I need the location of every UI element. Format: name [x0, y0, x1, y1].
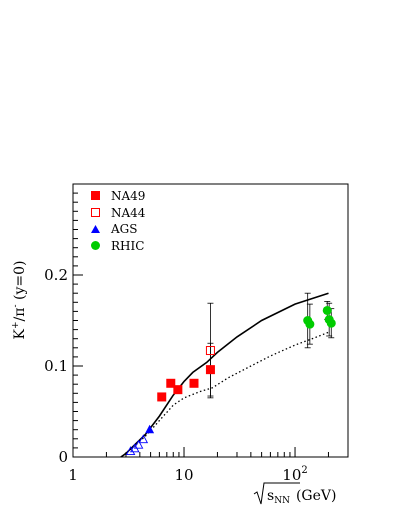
data-point-na49: [189, 378, 199, 388]
data-point-rhic: [326, 318, 336, 328]
data-point-ags-open: [133, 439, 144, 449]
legend-marker-na44: [91, 208, 100, 217]
y-tick-label: 0: [58, 448, 68, 466]
data-point-na44: [205, 346, 215, 356]
x-tick-label: 102: [282, 465, 307, 484]
data-point-ags-open: [125, 446, 136, 455]
data-point-na49: [166, 378, 176, 388]
data-point-na49: [173, 385, 183, 395]
data-point-ags-open: [138, 434, 149, 444]
data-point-na49: [157, 392, 167, 402]
y-tick-label: 0.1: [44, 357, 68, 375]
data-markers: [125, 305, 336, 455]
svg-text:sNN(GeV): sNN (GeV): [267, 488, 336, 506]
data-point-ags: [145, 424, 155, 434]
dotted-model-curve: [120, 331, 329, 458]
x-tick-label: 10: [174, 466, 193, 484]
legend-label-rhic: RHIC: [111, 239, 144, 253]
legend-label-ags: AGS: [110, 222, 137, 236]
x-tick-label: 1: [68, 466, 78, 484]
data-point-na49: [205, 365, 215, 375]
legend-marker-rhic: [91, 241, 100, 250]
data-point-rhic: [322, 305, 332, 315]
x-tick-label-exponent: 2: [301, 465, 307, 476]
x-axis-title: sNN (GeV): [253, 482, 336, 506]
legend-label-na49: NA49: [111, 189, 145, 203]
ticks: 1 10 102 0 0.1 0.2: [44, 183, 349, 484]
y-tick-label: 0.2: [44, 266, 68, 284]
legend-marker-ags: [91, 225, 100, 233]
legend-marker-na49: [91, 191, 100, 200]
sqrt-sign: [253, 482, 300, 505]
legend-label-na44: NA44: [111, 206, 146, 220]
y-axis-title: K+/π- (y=0): [11, 261, 28, 340]
data-point-rhic: [305, 319, 315, 329]
legend: NA49 NA44 AGS RHIC: [91, 189, 146, 253]
